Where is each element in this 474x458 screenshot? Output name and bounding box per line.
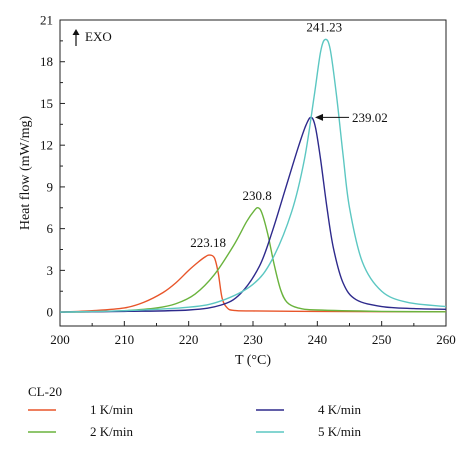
legend-label: 2 K/min (90, 424, 133, 439)
exo-indicator: EXO (72, 29, 112, 46)
y-tick-label: 3 (47, 263, 54, 278)
legend: 1 K/min 4 K/min 2 K/min 5 K/min (28, 402, 361, 439)
legend-label: 5 K/min (318, 424, 361, 439)
x-tick-label: 210 (115, 332, 135, 347)
x-tick-label: 240 (308, 332, 328, 347)
peak-annotations: 223.18 230.8 239.02 241.23 (190, 19, 388, 250)
x-axis-title: T (°C) (235, 353, 271, 368)
y-tick-label: 21 (40, 13, 53, 28)
x-tick-label: 230 (243, 332, 263, 347)
x-tick-label: 220 (179, 332, 199, 347)
y-tick-label: 12 (40, 138, 53, 153)
y-tick-label: 9 (47, 179, 54, 194)
exo-arrowhead-icon (72, 29, 80, 35)
x-tick-label: 200 (50, 332, 70, 347)
series-line-5-k-per-min (59, 38, 447, 313)
peak-annotation: 223.18 (190, 235, 226, 250)
legend-label: 4 K/min (318, 402, 361, 417)
series-layer (59, 38, 447, 313)
legend-label: 1 K/min (90, 402, 133, 417)
y-axis-title: Heat flow (mW/mg) (18, 116, 33, 231)
series-line-1-k-per-min (59, 254, 447, 313)
peak-annotation: 241.23 (306, 19, 342, 34)
x-tick-label: 250 (372, 332, 392, 347)
peak-annotation: 239.02 (352, 110, 388, 125)
y-tick-label: 15 (40, 96, 53, 111)
x-axis: 200 210 220 230 240 250 260 (50, 321, 456, 347)
series-line-4-k-per-min (59, 116, 447, 313)
annotation-arrowhead-icon (315, 113, 324, 121)
x-tick-label: 260 (436, 332, 456, 347)
y-axis: 0 3 6 9 12 15 18 21 (40, 13, 65, 320)
plot-frame (59, 19, 447, 327)
y-tick-label: 0 (47, 305, 54, 320)
y-tick-label: 18 (40, 54, 53, 69)
exo-label: EXO (85, 29, 112, 44)
series-line-2-k-per-min (59, 206, 447, 313)
y-tick-label: 6 (47, 221, 54, 236)
peak-annotation: 230.8 (243, 188, 272, 203)
legend-title: CL-20 (28, 384, 62, 399)
